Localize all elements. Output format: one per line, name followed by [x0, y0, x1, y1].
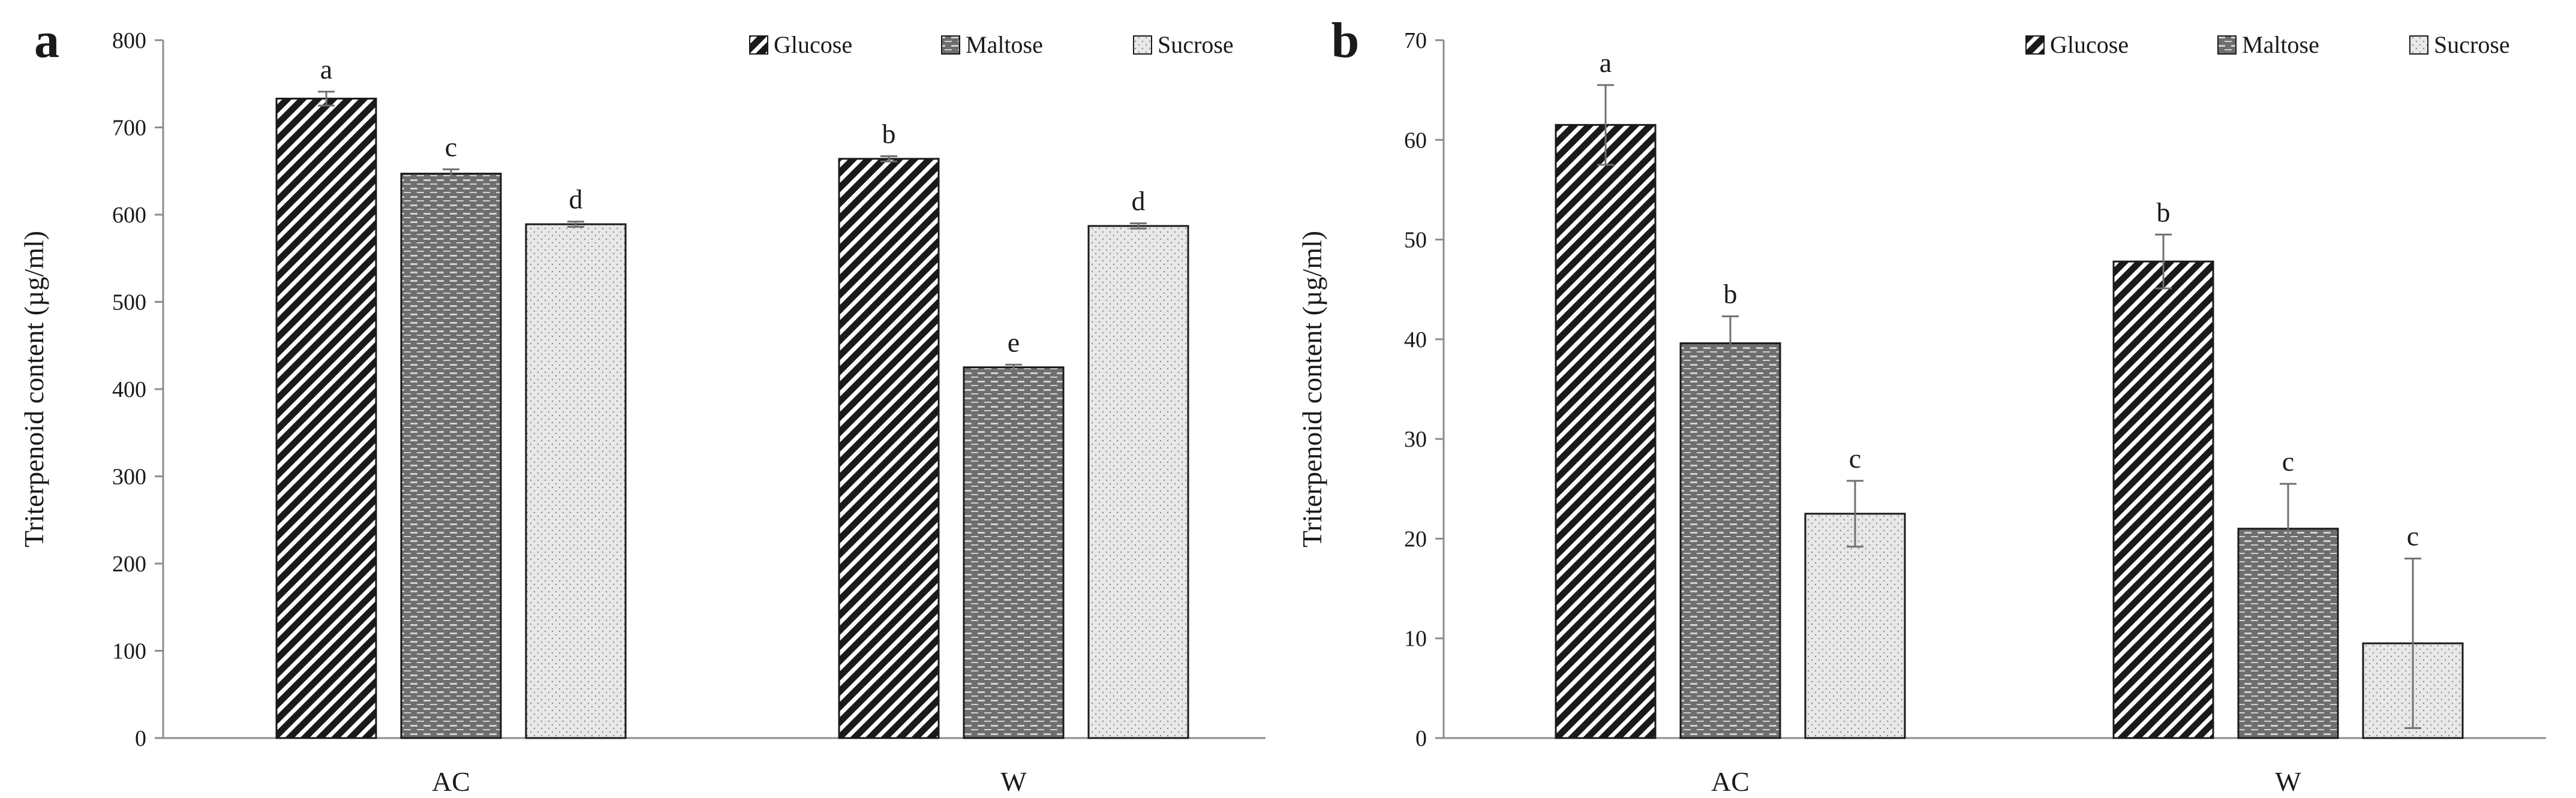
y-tick-label: 400 — [112, 377, 146, 402]
y-axis-title: Triterpenoid content (µg/ml) — [19, 231, 49, 547]
significance-letter: c — [2282, 446, 2294, 477]
error-bar-sucrose-w — [1130, 222, 1147, 230]
y-tick-label: 10 — [1404, 627, 1427, 652]
bar-sucrose-ac — [525, 223, 627, 739]
legend-swatch-glucose — [2025, 35, 2045, 55]
error-bar-glucose-ac — [318, 91, 335, 107]
x-category-label: AC — [432, 766, 470, 797]
y-tick-label: 700 — [112, 116, 146, 141]
y-tick-label: 70 — [1404, 28, 1427, 53]
significance-letter: d — [569, 184, 583, 215]
legend-label-sucrose: Sucrose — [2434, 31, 2510, 58]
legend-label-maltose: Maltose — [2242, 31, 2319, 58]
legend-label-maltose: Maltose — [966, 31, 1043, 58]
bar-sucrose-w — [1087, 225, 1189, 739]
bar-glucose-ac — [1555, 124, 1657, 739]
significance-letter: b — [882, 119, 896, 149]
chart-panel-a: a 0 100 200 300 400 500 600 700 800 Triterpenoid c… — [19, 13, 1266, 797]
legend: Glucose Maltose Sucrose — [749, 31, 1234, 58]
legend-swatch-sucrose — [1133, 35, 1152, 55]
significance-letter: d — [1132, 186, 1146, 216]
y-tick-label: 60 — [1404, 128, 1427, 153]
significance-letter: c — [445, 131, 457, 162]
y-tick-label: 20 — [1404, 526, 1427, 552]
bar-glucose-ac — [275, 97, 377, 739]
legend: Glucose Maltose Sucrose — [2025, 31, 2510, 58]
bar-maltose-ac — [1679, 342, 1781, 739]
significance-letter: c — [1849, 443, 1861, 474]
y-tick-label: 30 — [1404, 427, 1427, 452]
bar-sucrose-ac — [1804, 513, 1906, 739]
x-category-label: W — [2275, 766, 2301, 797]
significance-letter: b — [1724, 279, 1738, 309]
error-bar-maltose-w — [2280, 483, 2297, 575]
y-tick-label: 800 — [112, 28, 146, 53]
y-axis-title: Triterpenoid content (µg/ml) — [1297, 231, 1327, 547]
bar-maltose-w — [963, 366, 1065, 739]
significance-letter: a — [320, 54, 332, 85]
y-tick-label: 300 — [112, 465, 146, 490]
bar-glucose-w — [2112, 260, 2214, 739]
y-tick-label: 50 — [1404, 228, 1427, 253]
y-tick-label: 500 — [112, 290, 146, 315]
legend-swatch-maltose — [941, 35, 960, 55]
x-category-label: AC — [1711, 766, 1750, 797]
legend-label-glucose: Glucose — [774, 31, 852, 58]
error-bar-maltose-ac — [443, 168, 459, 179]
error-bar-sucrose-ac — [1847, 480, 1863, 548]
panel-label: b — [1331, 13, 1360, 68]
significance-letter: e — [1008, 327, 1020, 357]
legend-swatch-glucose — [749, 35, 768, 55]
chart-panel-b: b 0 10 20 30 40 50 60 70 Triterpenoid content (µg… — [1297, 13, 2546, 797]
legend-label-glucose: Glucose — [2050, 31, 2129, 58]
legend-swatch-maltose — [2217, 35, 2237, 55]
y-tick-label: 200 — [112, 552, 146, 577]
error-bar-glucose-w — [880, 155, 897, 162]
error-bar-glucose-w — [2155, 233, 2172, 290]
bar-maltose-ac — [400, 173, 502, 739]
significance-letter: b — [2157, 197, 2171, 227]
y-tick-label: 0 — [135, 726, 146, 751]
y-tick-label: 100 — [112, 639, 146, 664]
error-bar-sucrose-ac — [567, 221, 584, 228]
error-bar-maltose-w — [1005, 363, 1022, 371]
significance-letter: c — [2407, 521, 2419, 552]
error-bar-glucose-ac — [1597, 84, 1614, 166]
bar-glucose-w — [838, 158, 940, 739]
error-bar-sucrose-w — [2404, 558, 2421, 729]
y-tick-label: 40 — [1404, 327, 1427, 353]
legend-label-sucrose: Sucrose — [1158, 31, 1234, 58]
y-tick-label: 600 — [112, 203, 146, 228]
legend-swatch-sucrose — [2409, 35, 2428, 55]
y-tick-label: 0 — [1415, 726, 1427, 751]
significance-letter: a — [1600, 47, 1612, 78]
x-category-label: W — [1000, 766, 1027, 797]
panel-label: a — [34, 13, 59, 68]
error-bar-maltose-ac — [1722, 315, 1739, 371]
